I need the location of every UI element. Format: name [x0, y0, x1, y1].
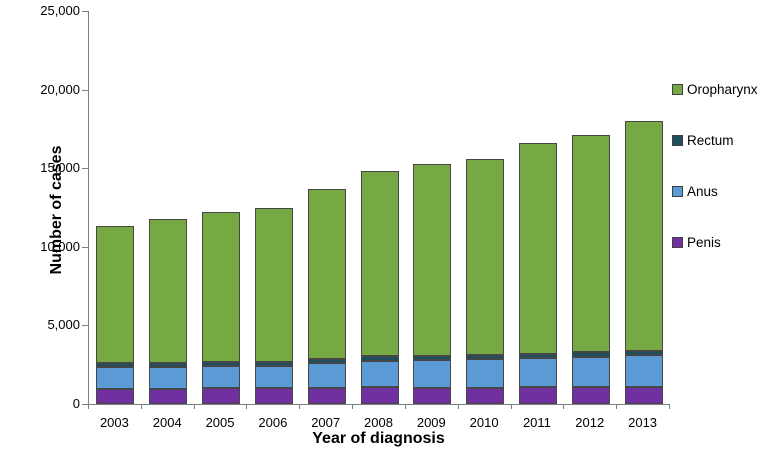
- x-axis-tick: [140, 405, 142, 409]
- bar-segment-rectum-2004: [149, 363, 188, 368]
- x-axis-tick: [669, 405, 670, 409]
- x-axis-label-2007: 2007: [311, 415, 341, 430]
- bar-segment-rectum-2008: [360, 356, 399, 361]
- legend-item-anus: Anus: [672, 184, 758, 199]
- y-axis-tick: [82, 325, 88, 327]
- y-axis-tick-label: 10,000: [40, 238, 80, 254]
- bar-segment-penis-2010: [466, 387, 505, 404]
- bar-segment-oropharynx-2007: [307, 188, 346, 359]
- bar-segment-anus-2004: [149, 367, 188, 390]
- x-axis-tick: [246, 405, 248, 409]
- x-axis-tick: [457, 405, 459, 409]
- bar-segment-rectum-2013: [624, 350, 663, 356]
- legend-label: Anus: [687, 184, 718, 199]
- bar-segment-oropharynx-2005: [202, 212, 241, 362]
- legend-label: Penis: [687, 235, 721, 250]
- bar-segment-anus-2006: [254, 365, 293, 389]
- bar-segment-penis-2007: [307, 387, 346, 404]
- x-axis-title: Year of diagnosis: [312, 430, 445, 447]
- bar-segment-anus-2011: [518, 358, 557, 387]
- bar-segment-penis-2009: [413, 387, 452, 404]
- bar-segment-rectum-2007: [307, 358, 346, 364]
- legend-label: Oropharynx: [687, 82, 758, 97]
- bar-segment-oropharynx-2009: [413, 163, 452, 356]
- bar-segment-penis-2003: [96, 389, 135, 404]
- x-axis-label-2009: 2009: [416, 415, 446, 430]
- plot-area: [88, 11, 670, 405]
- bar-segment-oropharynx-2011: [518, 143, 557, 354]
- bar-segment-anus-2012: [571, 356, 610, 387]
- bar-segment-rectum-2005: [202, 361, 241, 366]
- x-axis-label-2012: 2012: [575, 415, 605, 430]
- x-axis-tick: [563, 405, 565, 409]
- bar-segment-oropharynx-2010: [466, 158, 505, 355]
- legend-item-penis: Penis: [672, 235, 758, 250]
- bar-segment-anus-2003: [96, 367, 135, 390]
- bar-segment-oropharynx-2003: [96, 226, 135, 364]
- x-axis-label-2011: 2011: [522, 415, 551, 430]
- y-axis-tick: [82, 246, 88, 248]
- y-axis-tick: [82, 89, 88, 91]
- legend-swatch-rectum: [672, 135, 683, 146]
- x-axis-tick: [404, 405, 406, 409]
- legend: Oropharynx Rectum Anus Penis: [672, 82, 758, 287]
- bar-segment-oropharynx-2008: [360, 171, 399, 357]
- y-axis-tick-label: 0: [72, 396, 80, 411]
- bar-segment-anus-2009: [413, 360, 452, 388]
- x-axis-tick: [352, 405, 354, 409]
- x-axis-tick: [616, 405, 618, 409]
- bar-segment-rectum-2009: [413, 355, 452, 360]
- bar-segment-anus-2008: [360, 360, 399, 387]
- bar-segment-rectum-2003: [96, 363, 135, 368]
- x-axis-label-2003: 2003: [99, 415, 129, 430]
- legend-item-rectum: Rectum: [672, 133, 758, 148]
- bar-segment-oropharynx-2012: [571, 135, 610, 353]
- bar-segment-penis-2011: [518, 386, 557, 404]
- x-axis-tick: [510, 405, 512, 409]
- y-axis-tick: [82, 168, 88, 170]
- y-axis-tick-label: 20,000: [40, 81, 80, 97]
- bar-segment-penis-2005: [202, 388, 241, 404]
- bar-segment-penis-2012: [571, 386, 610, 404]
- x-axis-label-2008: 2008: [364, 415, 393, 430]
- bar-segment-rectum-2010: [466, 354, 505, 360]
- x-axis-tick: [299, 405, 301, 409]
- legend-swatch-penis: [672, 237, 683, 248]
- bar-segment-oropharynx-2013: [624, 121, 663, 351]
- bar-segment-rectum-2011: [518, 353, 557, 359]
- x-axis-tick: [88, 405, 89, 409]
- bar-segment-penis-2004: [149, 389, 188, 404]
- y-axis-tick: [82, 11, 88, 12]
- bar-segment-anus-2010: [466, 359, 505, 388]
- x-axis-label-2013: 2013: [628, 415, 658, 430]
- legend-item-oropharynx: Oropharynx: [672, 82, 758, 97]
- legend-swatch-anus: [672, 186, 683, 197]
- x-axis-label-2004: 2004: [152, 415, 182, 430]
- x-axis-tick: [193, 405, 195, 409]
- bar-segment-penis-2008: [360, 386, 399, 404]
- bar-segment-penis-2006: [254, 388, 293, 404]
- x-axis-label-2010: 2010: [469, 415, 499, 430]
- y-axis-tick-label: 25,000: [40, 3, 80, 18]
- bar-segment-anus-2013: [624, 355, 663, 387]
- legend-swatch-oropharynx: [672, 84, 683, 95]
- x-axis-label-2005: 2005: [205, 415, 235, 430]
- legend-label: Rectum: [687, 133, 734, 148]
- y-axis-tick-label: 5,000: [47, 317, 80, 333]
- y-axis-tick-label: 15,000: [40, 160, 80, 176]
- bar-segment-oropharynx-2004: [149, 218, 188, 364]
- bar-segment-anus-2005: [202, 365, 241, 389]
- bar-segment-oropharynx-2006: [254, 207, 293, 362]
- bar-segment-rectum-2012: [571, 352, 610, 357]
- bar-segment-anus-2007: [307, 363, 346, 388]
- y-axis-tick: [82, 404, 88, 405]
- bar-segment-penis-2013: [624, 386, 663, 404]
- bar-segment-rectum-2006: [254, 361, 293, 366]
- x-axis-label-2006: 2006: [258, 415, 288, 430]
